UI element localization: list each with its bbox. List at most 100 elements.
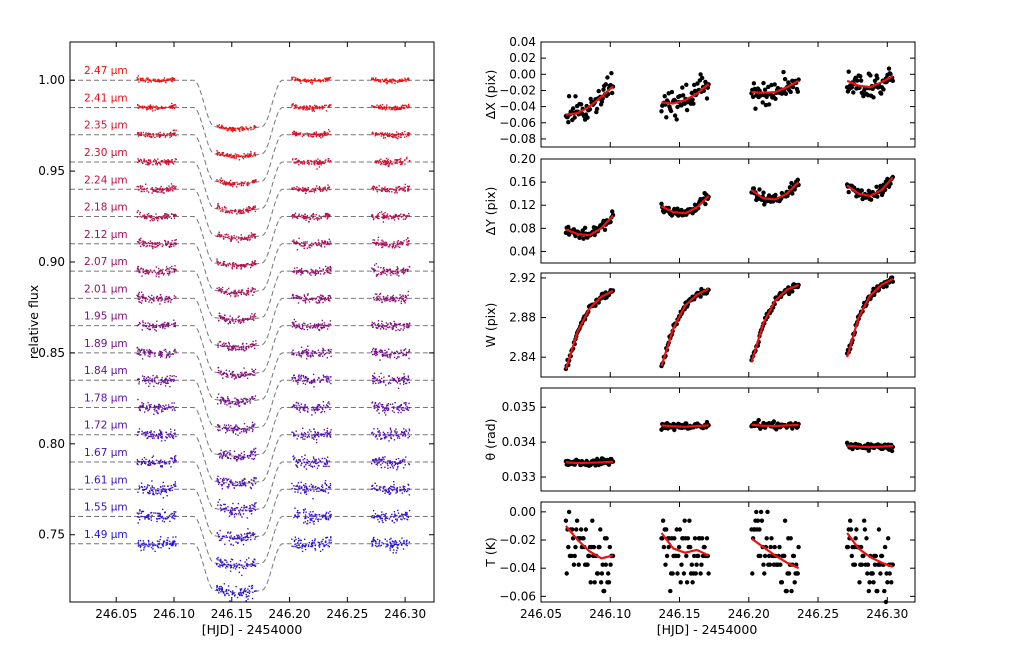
data-point <box>237 373 239 376</box>
data-point <box>218 127 221 129</box>
data-point <box>397 136 400 138</box>
data-point <box>329 436 332 438</box>
data-point <box>385 414 387 416</box>
data-point <box>298 326 301 328</box>
data-point <box>217 151 219 153</box>
data-point <box>156 406 158 408</box>
data-point <box>235 375 237 377</box>
data-point <box>223 260 225 263</box>
data-point <box>253 398 256 400</box>
series-points-1.67 <box>136 454 411 519</box>
data-point <box>376 354 378 356</box>
data-point <box>150 188 152 190</box>
data-point <box>294 107 297 109</box>
data-point <box>167 379 169 381</box>
data-point <box>382 324 384 326</box>
data-point <box>242 289 244 291</box>
data-point <box>292 103 294 105</box>
data-point <box>236 264 239 267</box>
data-point <box>408 428 410 430</box>
data-point <box>224 234 226 236</box>
data-point <box>315 439 318 441</box>
data-point <box>383 376 385 378</box>
data-point <box>393 79 395 81</box>
data-point <box>388 440 390 442</box>
data-point <box>304 187 306 190</box>
data-point <box>372 434 374 436</box>
data-point <box>388 353 390 356</box>
data-point <box>156 80 158 82</box>
data-point <box>309 382 311 384</box>
data-point <box>237 345 239 347</box>
data-point <box>174 214 177 217</box>
data-point <box>226 153 229 155</box>
data-point <box>326 268 328 270</box>
data-point <box>228 485 230 488</box>
data-point <box>407 78 410 80</box>
data-point <box>158 353 160 355</box>
data-point <box>298 409 300 411</box>
data-point <box>387 432 389 434</box>
data-point <box>251 451 253 454</box>
data-point <box>391 247 394 249</box>
data-point <box>162 323 164 325</box>
data-point <box>228 318 230 320</box>
data-point <box>223 206 226 208</box>
data-point <box>245 210 247 212</box>
data-point <box>146 408 148 410</box>
data-point <box>371 349 374 351</box>
data-point <box>324 187 326 190</box>
data-point <box>328 465 330 468</box>
data-point <box>306 106 308 109</box>
data-point <box>154 109 156 111</box>
data-point <box>224 342 227 345</box>
data-point <box>234 290 236 293</box>
data-point <box>404 163 406 165</box>
data-point <box>232 265 234 267</box>
data-point <box>165 436 167 438</box>
data-point <box>152 78 155 80</box>
data-point <box>401 163 403 165</box>
data-point <box>142 79 145 82</box>
data-point <box>392 107 394 109</box>
data-point <box>141 105 144 107</box>
data-point <box>143 215 145 217</box>
data-point <box>298 351 300 353</box>
data-point <box>158 78 160 81</box>
data-point <box>408 103 410 106</box>
data-point <box>399 160 401 162</box>
data-point <box>314 435 316 437</box>
data-point <box>243 429 245 432</box>
data-point <box>315 80 317 82</box>
data-point <box>143 159 146 161</box>
data-point <box>383 408 386 410</box>
data-point <box>154 410 156 412</box>
data-point <box>137 378 139 381</box>
data-point <box>227 323 229 325</box>
data-point <box>383 412 386 414</box>
data-point <box>402 299 405 302</box>
data-point <box>159 404 161 407</box>
data-point <box>164 214 166 216</box>
data-point <box>293 76 295 78</box>
data-point <box>155 325 158 328</box>
data-point <box>313 164 316 166</box>
data-point <box>154 406 156 408</box>
data-point <box>154 158 156 161</box>
data-point <box>234 457 236 460</box>
data-point <box>304 404 306 406</box>
data-point <box>386 274 388 276</box>
data-point <box>372 326 374 329</box>
data-point <box>228 321 231 324</box>
data-point <box>159 326 161 328</box>
data-point <box>151 242 154 245</box>
data-point <box>404 183 406 186</box>
data-point <box>241 265 244 267</box>
data-point <box>376 327 378 329</box>
data-point <box>317 271 319 273</box>
data-point <box>293 267 296 269</box>
data-point <box>326 381 329 383</box>
data-point <box>242 317 244 320</box>
data-point <box>229 263 231 265</box>
data-point <box>253 319 255 321</box>
